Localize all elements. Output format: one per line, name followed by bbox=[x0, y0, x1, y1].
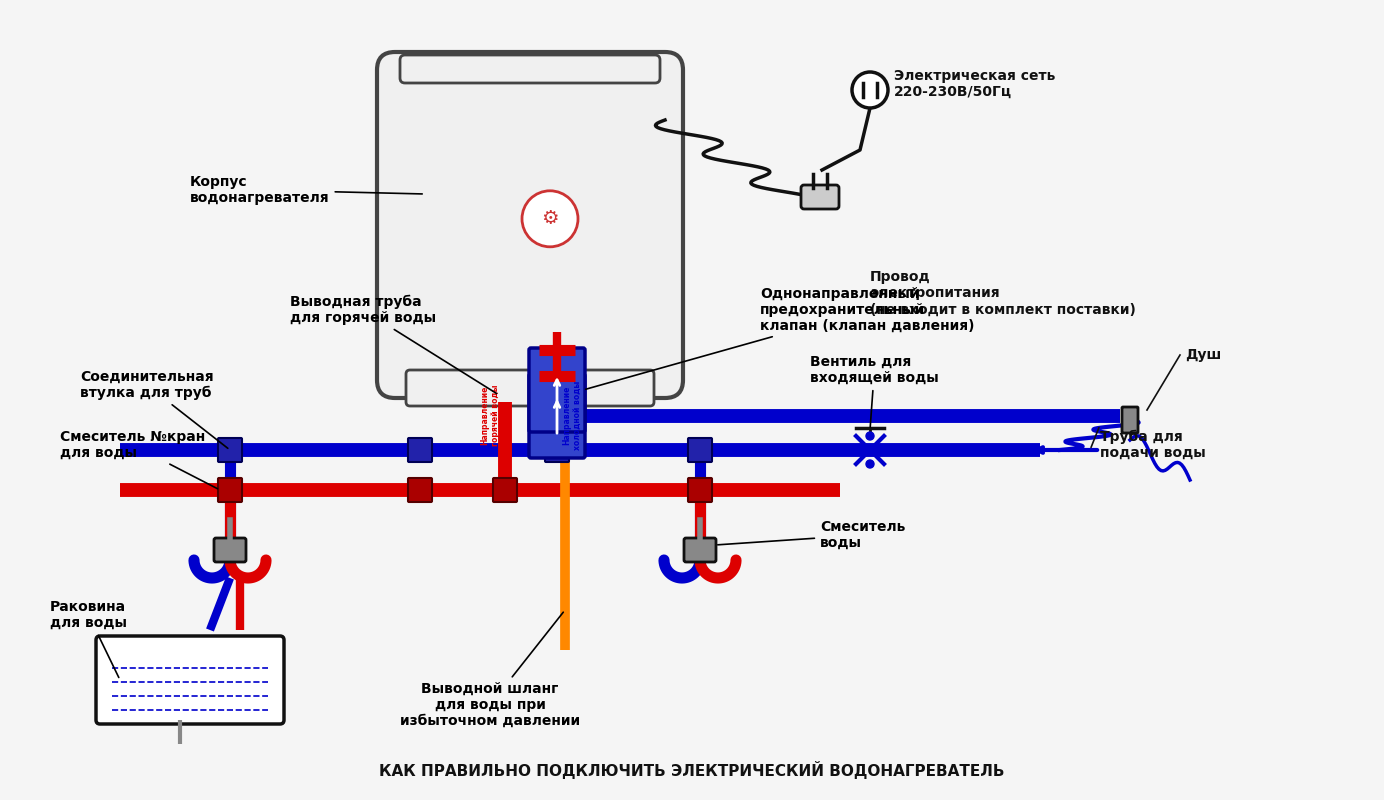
FancyBboxPatch shape bbox=[684, 538, 716, 562]
FancyBboxPatch shape bbox=[801, 185, 839, 209]
FancyBboxPatch shape bbox=[408, 478, 432, 502]
Circle shape bbox=[853, 72, 889, 108]
FancyBboxPatch shape bbox=[493, 478, 518, 502]
FancyBboxPatch shape bbox=[95, 636, 284, 724]
FancyBboxPatch shape bbox=[219, 438, 242, 462]
FancyBboxPatch shape bbox=[688, 438, 711, 462]
FancyBboxPatch shape bbox=[529, 374, 585, 458]
FancyBboxPatch shape bbox=[406, 370, 655, 406]
Text: Электрическая сеть
220-230В/50Гц: Электрическая сеть 220-230В/50Гц bbox=[894, 69, 1056, 99]
FancyBboxPatch shape bbox=[219, 478, 242, 502]
Text: Направление
горячей воды: Направление горячей воды bbox=[480, 384, 500, 446]
Text: Душ: Душ bbox=[1185, 348, 1221, 362]
Circle shape bbox=[880, 446, 889, 454]
FancyBboxPatch shape bbox=[545, 438, 569, 462]
FancyBboxPatch shape bbox=[400, 55, 660, 83]
Circle shape bbox=[866, 460, 875, 468]
Text: Смеситель
воды: Смеситель воды bbox=[718, 520, 905, 550]
FancyBboxPatch shape bbox=[529, 348, 585, 432]
Text: Однонаправленный
предохранительный
клапан (клапан давления): Однонаправленный предохранительный клапа… bbox=[585, 286, 974, 390]
Circle shape bbox=[522, 190, 579, 246]
Text: Соединительная
втулка для труб: Соединительная втулка для труб bbox=[80, 370, 228, 448]
FancyBboxPatch shape bbox=[376, 52, 682, 398]
FancyBboxPatch shape bbox=[1122, 407, 1138, 433]
Text: КАК ПРАВИЛЬНО ПОДКЛЮЧИТЬ ЭЛЕКТРИЧЕСКИЙ ВОДОНАГРЕВАТЕЛЬ: КАК ПРАВИЛЬНО ПОДКЛЮЧИТЬ ЭЛЕКТРИЧЕСКИЙ В… bbox=[379, 761, 1005, 779]
Circle shape bbox=[866, 432, 875, 440]
FancyBboxPatch shape bbox=[408, 438, 432, 462]
FancyBboxPatch shape bbox=[688, 478, 711, 502]
Text: Направление
холодной воды: Направление холодной воды bbox=[562, 380, 581, 450]
Circle shape bbox=[853, 446, 859, 454]
FancyBboxPatch shape bbox=[215, 538, 246, 562]
Text: Выводной шланг
для воды при
избыточном давлении: Выводной шланг для воды при избыточном д… bbox=[400, 612, 580, 728]
Text: Труба для
подачи воды: Труба для подачи воды bbox=[1100, 430, 1205, 460]
Text: Провод
электропитания
(не входит в комплект поставки): Провод электропитания (не входит в компл… bbox=[871, 270, 1136, 316]
Text: ⚙: ⚙ bbox=[541, 210, 559, 228]
Text: Смеситель №кран
для воды: Смеситель №кран для воды bbox=[60, 430, 217, 489]
Text: Корпус
водонагревателя: Корпус водонагревателя bbox=[190, 175, 422, 205]
Text: Раковина
для воды: Раковина для воды bbox=[50, 600, 127, 678]
Text: Выводная труба
для горячей воды: Выводная труба для горячей воды bbox=[291, 294, 497, 394]
Text: Вентиль для
входящей воды: Вентиль для входящей воды bbox=[810, 355, 938, 427]
